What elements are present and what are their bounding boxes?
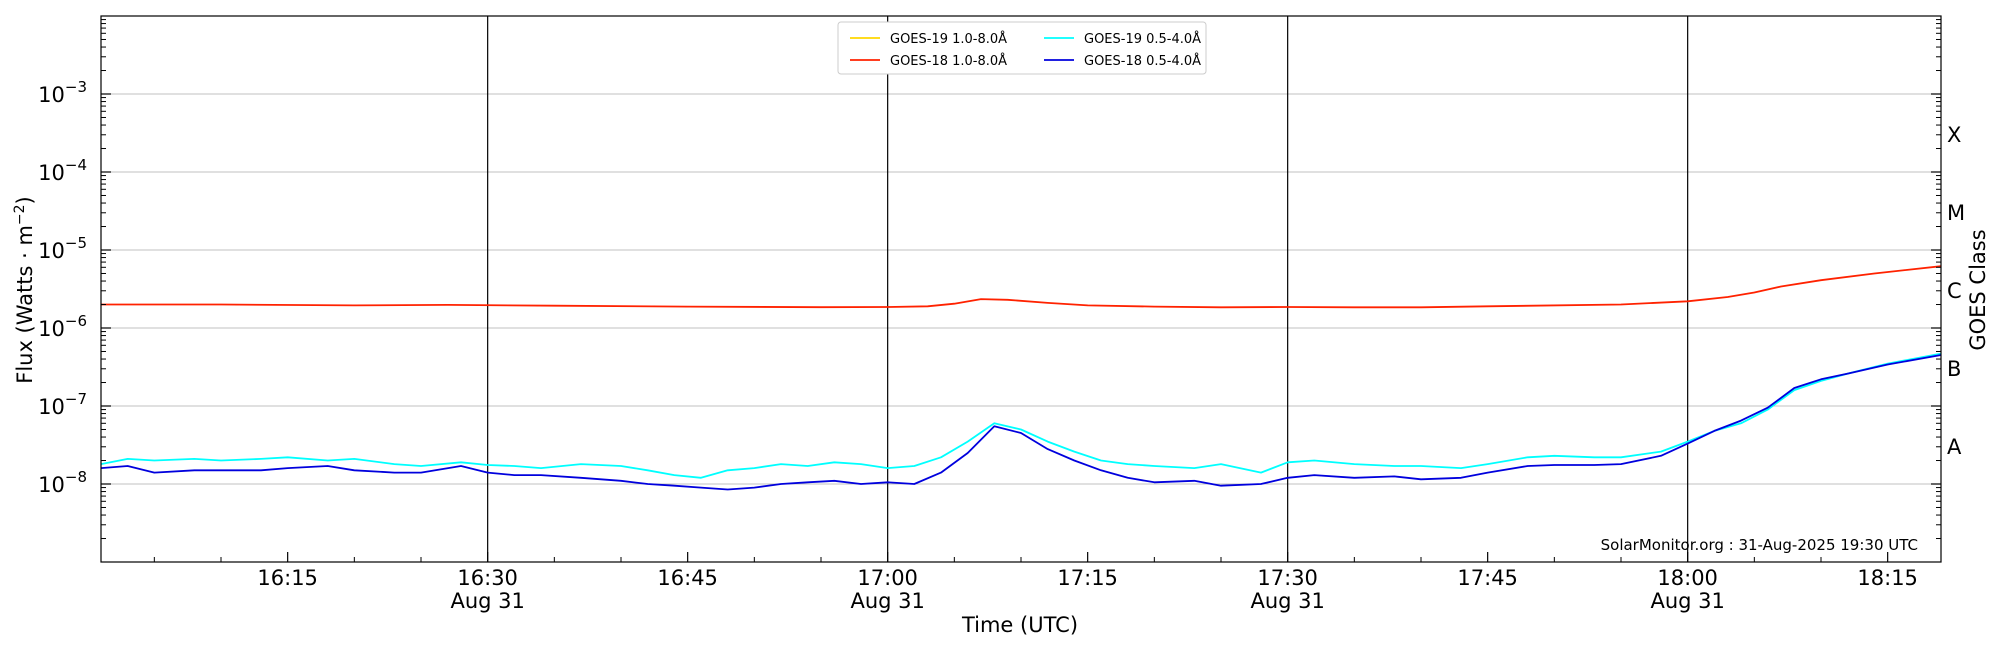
y-axis-title-sup: −2	[12, 204, 28, 225]
series-line-3	[100, 354, 1942, 491]
series-layer	[100, 265, 1942, 491]
y-tick-label-5: 10−3	[38, 78, 87, 107]
x-tick-label-7: 18:00	[1657, 566, 1718, 590]
grid-lines	[101, 93, 1941, 485]
y-tick-base: 10	[38, 395, 65, 419]
legend-box	[837, 21, 1207, 75]
x-tick-label-4: 17:15	[1057, 566, 1118, 590]
series-line-2	[100, 352, 1942, 479]
y-axis-title-close: )	[13, 196, 37, 204]
goes-class-a: A	[1947, 435, 1962, 459]
y-tick-label-1: 10−7	[38, 390, 87, 419]
y-tick-base: 10	[38, 83, 65, 107]
legend-label-0: GOES-19 1.0-8.0Å	[890, 31, 1007, 47]
goes-class-x: X	[1947, 123, 1961, 147]
x-tick-date-5: Aug 31	[1250, 589, 1324, 613]
x-tick-date-3: Aug 31	[850, 589, 924, 613]
y-axis-title-main: Flux (Watts · m	[13, 225, 37, 384]
goes-class-m: M	[1947, 201, 1965, 225]
y-axis-ticks: 10−810−710−610−510−410−3	[38, 19, 1941, 540]
y2-axis-title: GOES Class	[1966, 229, 1990, 350]
y-tick-exp: −6	[65, 312, 87, 330]
x-tick-label-1: 16:30	[457, 566, 518, 590]
x-tick-label-6: 17:45	[1457, 566, 1518, 590]
y-tick-base: 10	[38, 161, 65, 185]
goes-class-c: C	[1947, 279, 1962, 303]
credit-text: SolarMonitor.org : 31-Aug-2025 19:30 UTC	[1601, 536, 1918, 554]
goes-class-labels: A B C M X	[1947, 123, 1965, 459]
x-tick-label-5: 17:30	[1257, 566, 1318, 590]
legend-label-2: GOES-19 0.5-4.0Å	[1084, 31, 1201, 47]
x-axis-title: Time (UTC)	[961, 613, 1078, 637]
x-tick-label-2: 16:45	[657, 566, 718, 590]
goes-class-b: B	[1947, 357, 1961, 381]
y-tick-label-0: 10−8	[38, 468, 87, 497]
y-tick-exp: −5	[65, 234, 87, 252]
x-tick-date-1: Aug 31	[450, 589, 524, 613]
y-tick-exp: −3	[65, 78, 87, 96]
y-tick-base: 10	[38, 473, 65, 497]
y-tick-label-2: 10−6	[38, 312, 87, 341]
legend-label-3: GOES-18 0.5-4.0Å	[1084, 53, 1201, 69]
legend: GOES-19 1.0-8.0Å GOES-18 1.0-8.0Å GOES-19 …	[837, 21, 1207, 75]
y-axis-title: Flux (Watts · m−2)	[12, 196, 37, 384]
y-tick-exp: −8	[65, 468, 87, 486]
x-tick-label-3: 17:00	[857, 566, 918, 590]
y-tick-exp: −4	[65, 156, 87, 174]
y-tick-base: 10	[38, 317, 65, 341]
y-tick-label-3: 10−5	[38, 234, 87, 263]
x-tick-label-8: 18:15	[1857, 566, 1918, 590]
x-tick-label-0: 16:15	[257, 566, 318, 590]
y-tick-exp: −7	[65, 390, 87, 408]
day-marker-lines	[487, 16, 1689, 562]
legend-label-1: GOES-18 1.0-8.0Å	[890, 53, 1007, 69]
x-tick-date-7: Aug 31	[1650, 589, 1724, 613]
y-tick-base: 10	[38, 239, 65, 263]
y-tick-label-4: 10−4	[38, 156, 87, 185]
series-line-1	[101, 265, 1942, 309]
plot-frame	[100, 15, 1942, 563]
